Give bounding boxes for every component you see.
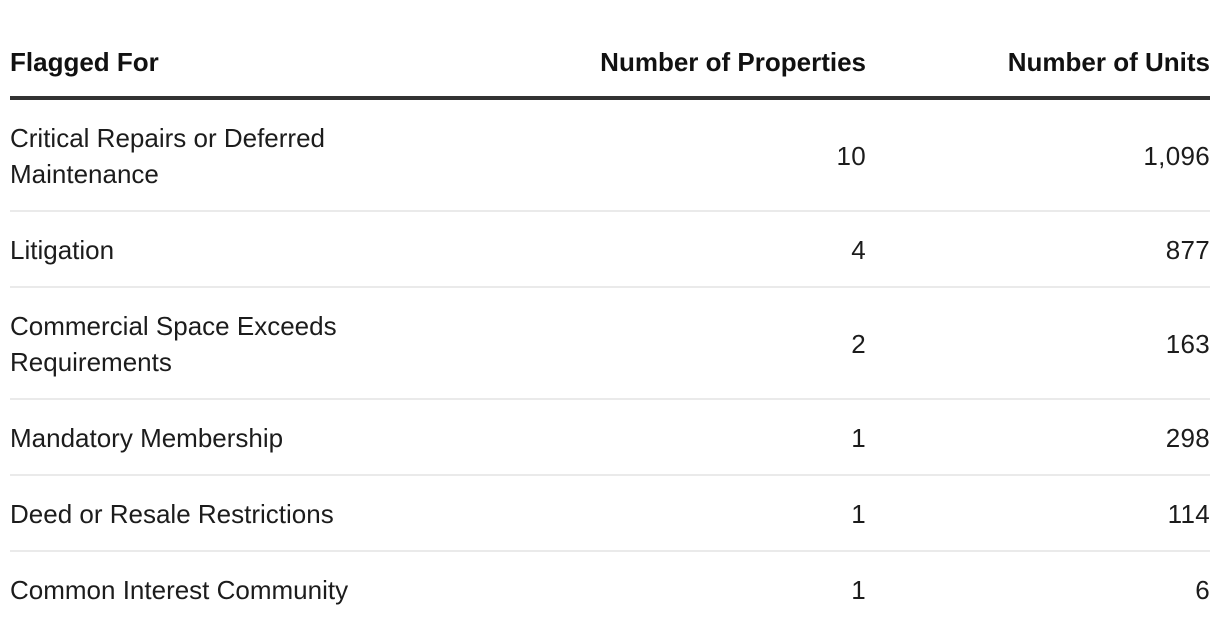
table-row: Commercial Space Exceeds Requirements 2 …: [10, 287, 1210, 400]
table-row: Critical Repairs or Deferred Maintenance…: [10, 98, 1210, 212]
flagged-for-value: Commercial Space Exceeds Requirements: [10, 311, 337, 377]
table-header-row: Flagged For Number of Properties Number …: [10, 0, 1210, 100]
flagged-for-value: Deed or Resale Restrictions: [10, 499, 334, 529]
units-count-cell: 6: [1195, 575, 1210, 605]
flagged-for-cell: Deed or Resale Restrictions: [10, 475, 530, 552]
table-row: Litigation 4 877: [10, 211, 1210, 288]
flagged-for-cell: Commercial Space Exceeds Requirements: [10, 287, 530, 400]
properties-count-cell: 4: [530, 211, 866, 288]
flagged-for-value: Common Interest Community: [10, 575, 349, 605]
flagged-for-cell: Common Interest Community: [10, 551, 530, 626]
properties-count-cell: 1: [530, 399, 866, 476]
units-count-cell: 163: [866, 287, 1210, 400]
column-header-number-of-units: Number of Units: [866, 0, 1210, 100]
properties-count-cell: 10: [530, 98, 866, 212]
table-body: Critical Repairs or Deferred Maintenance…: [10, 98, 1210, 626]
flagged-for-value: Critical Repairs or Deferred Maintenance: [10, 123, 325, 189]
flagged-for-cell: Mandatory Membership: [10, 399, 530, 476]
flagged-properties-table: Flagged For Number of Properties Number …: [10, 0, 1210, 626]
units-count-cell: 1,096: [866, 98, 1210, 212]
table-row: Deed or Resale Restrictions 1 114: [10, 475, 1210, 552]
properties-count-cell: 2: [530, 287, 866, 400]
flagged-for-cell: Critical Repairs or Deferred Maintenance: [10, 98, 530, 212]
units-count-cell: 877: [866, 211, 1210, 288]
table-row: Mandatory Membership 1 298: [10, 399, 1210, 476]
column-header-flagged-for: Flagged For: [10, 0, 530, 100]
flagged-for-cell: Litigation: [10, 211, 530, 288]
properties-count-cell: 1: [851, 575, 866, 605]
column-header-number-of-properties: Number of Properties: [530, 0, 866, 100]
flagged-for-value: Mandatory Membership: [10, 423, 284, 453]
table-row: Common Interest Community 1 6: [10, 551, 1210, 626]
flagged-for-value: Litigation: [10, 235, 115, 265]
units-count-cell: 114: [866, 475, 1210, 552]
properties-count-cell: 1: [530, 475, 866, 552]
units-count-cell: 298: [866, 399, 1210, 476]
